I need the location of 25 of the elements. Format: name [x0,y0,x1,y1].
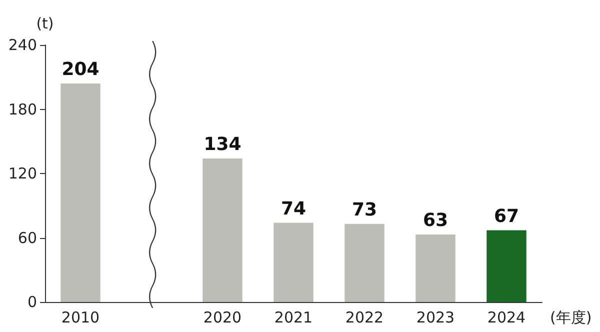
x-axis-title: (年度) [550,308,592,326]
bar [202,158,242,302]
x-tick-label: 2024 [487,308,526,326]
data-label: 204 [62,59,100,80]
x-tick-label: 2021 [274,308,313,326]
x-tick-label: 2010 [61,308,100,326]
y-tick-label: 240 [8,36,37,54]
y-tick-label: 180 [8,100,37,118]
x-tick-label: 2022 [345,308,384,326]
bar [416,234,456,302]
data-label: 134 [204,134,242,156]
data-label: 73 [352,199,378,220]
y-tick-label: 60 [18,228,37,247]
y-tick-label: 120 [8,164,37,182]
y-tick-label: 0 [27,293,37,311]
data-label: 74 [280,198,306,220]
bar [60,84,100,302]
data-label: 67 [494,206,520,227]
y-axis-title: (t) [36,14,54,32]
data-label: 63 [422,210,448,232]
bar [274,222,314,302]
bar [344,224,384,302]
x-tick-label: 2023 [416,308,455,326]
x-tick-label: 2020 [203,308,242,326]
bar [486,230,526,302]
